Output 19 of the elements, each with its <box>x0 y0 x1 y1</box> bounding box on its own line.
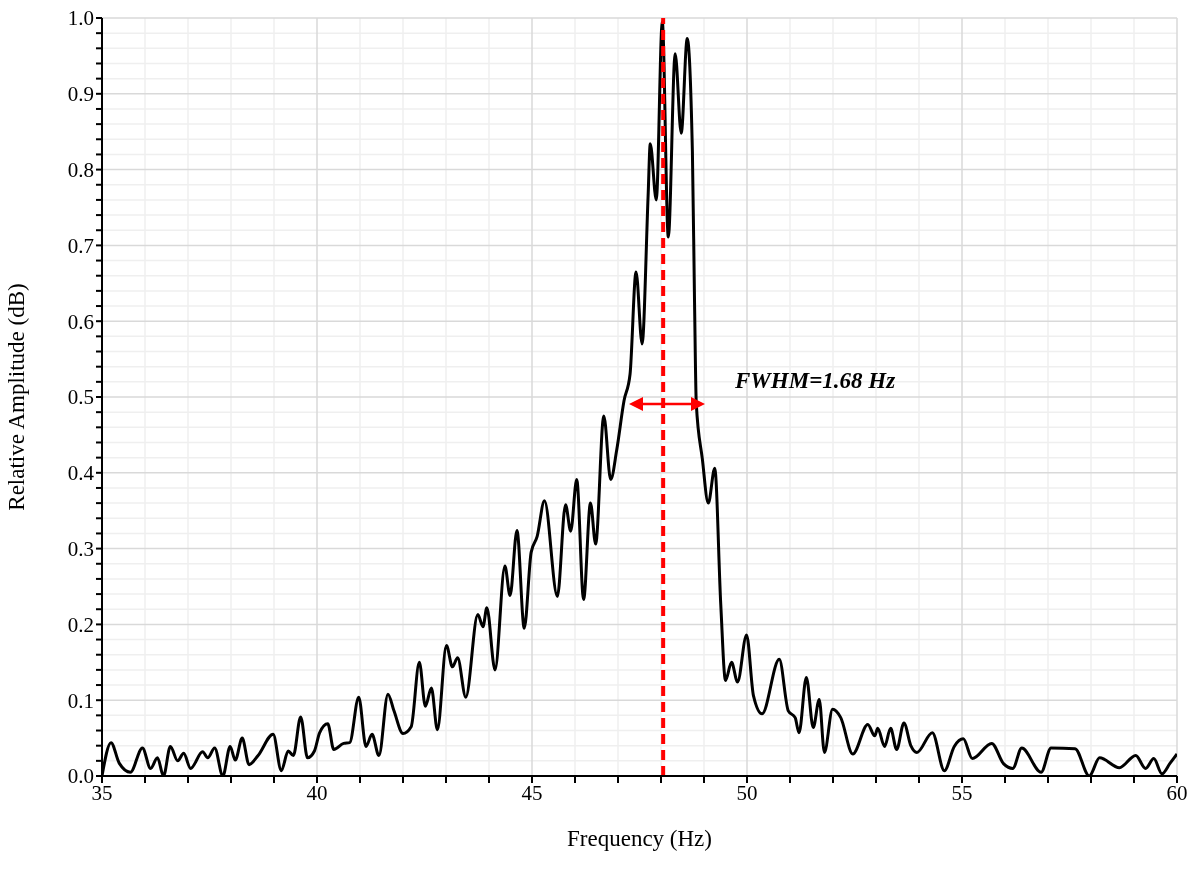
x-tick-label: 40 <box>306 780 328 805</box>
y-tick-label: 0.2 <box>67 612 94 637</box>
x-tick-label: 60 <box>1166 780 1188 805</box>
x-tick-label: 45 <box>521 780 543 805</box>
x-axis-title: Frequency (Hz) <box>567 826 712 851</box>
y-tick-label: 0.0 <box>67 764 94 789</box>
x-tick-label: 50 <box>736 780 758 805</box>
annotation: FWHM=1.68 Hz <box>735 368 896 394</box>
y-tick-label: 1.0 <box>67 6 94 31</box>
y-tick-label: 0.3 <box>67 537 94 562</box>
x-tick-label: 55 <box>951 780 973 805</box>
y-axis-title: Relative Amplitude (dB) <box>4 283 30 511</box>
y-tick-label: 0.1 <box>67 688 94 713</box>
y-tick-label: 0.8 <box>67 158 94 183</box>
y-tick-label: 0.9 <box>67 82 94 107</box>
y-tick-label: 0.4 <box>67 461 95 486</box>
y-tick-label: 0.6 <box>67 309 94 334</box>
y-tick-label: 0.5 <box>67 385 94 410</box>
y-tick-label: 0.7 <box>67 233 94 258</box>
